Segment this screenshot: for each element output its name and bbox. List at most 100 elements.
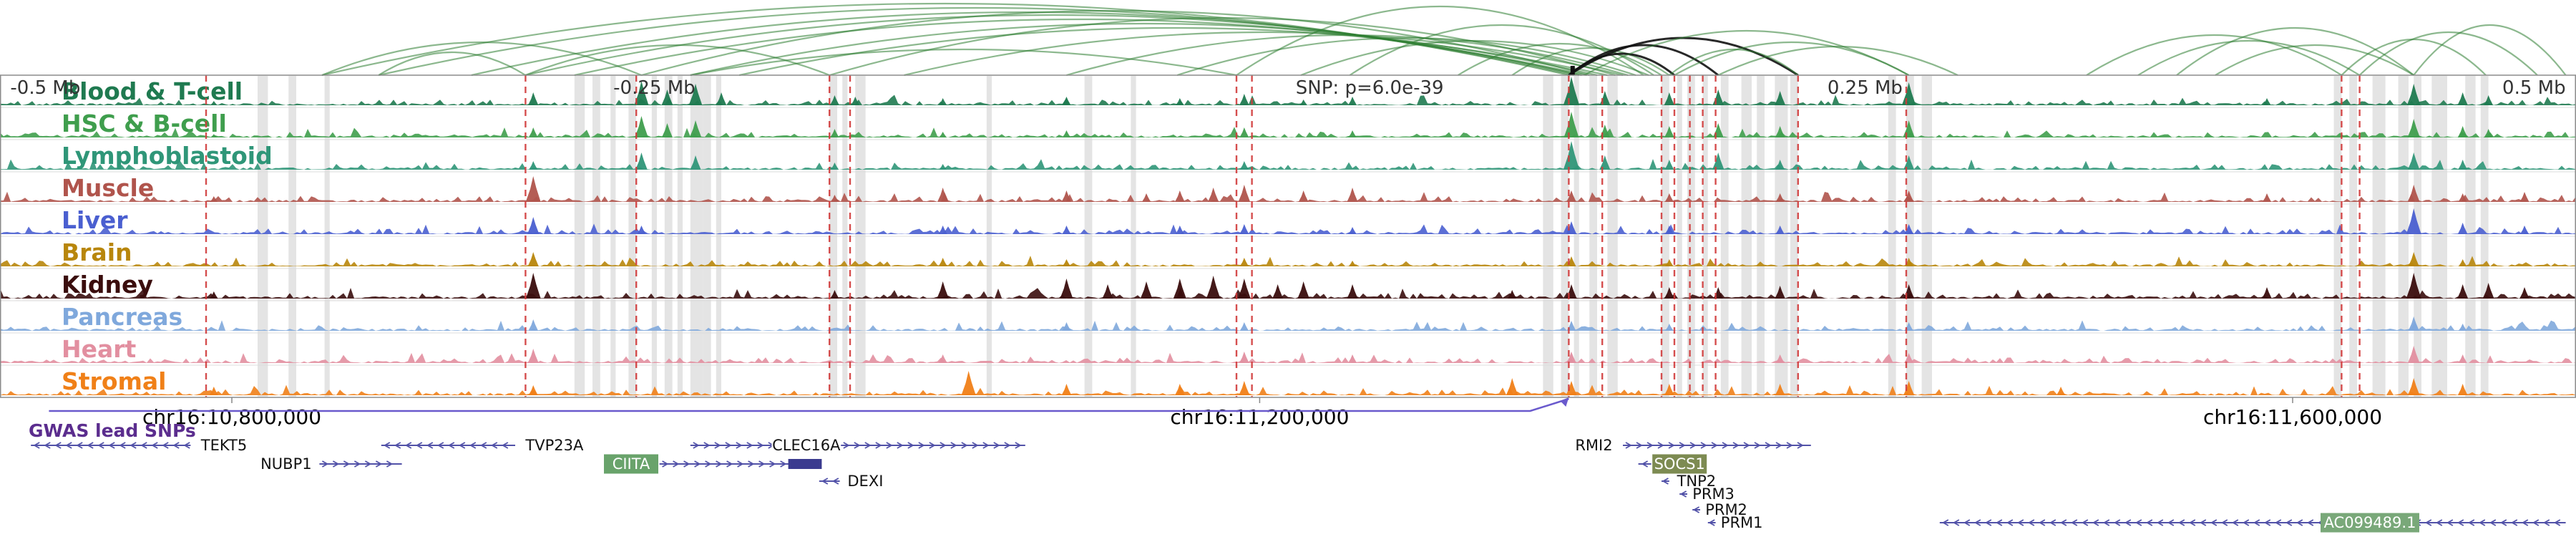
- track-signal-peak: [1566, 221, 1577, 234]
- interaction-arc: [690, 48, 1237, 77]
- track-signal-peak: [635, 116, 648, 137]
- gene-strand-chevron: [2156, 519, 2164, 526]
- track-signal-peak: [688, 84, 703, 105]
- track-signal-peak: [1566, 352, 1576, 363]
- track-signal-peak: [1208, 188, 1219, 202]
- track-signal-peak: [2406, 273, 2421, 299]
- interaction-arc: [525, 44, 830, 77]
- interaction-arc: [2341, 39, 2487, 76]
- gene-strand-chevron: [725, 442, 732, 449]
- track-signal-peak: [1239, 352, 1249, 363]
- track-signal-peak: [1775, 354, 1785, 363]
- track-signal-peak: [1775, 286, 1785, 299]
- gene-strand-chevron: [2446, 519, 2454, 526]
- gene-strand-chevron: [1689, 442, 1697, 449]
- track-signal-peak: [528, 385, 538, 395]
- track-signal-peak: [210, 101, 218, 105]
- gene-strand-chevron: [97, 442, 104, 449]
- gene-strand-chevron: [2167, 519, 2175, 526]
- gene-strand-chevron: [1657, 442, 1664, 449]
- track-signal-peak: [1060, 279, 1073, 299]
- gene-strand-chevron: [65, 442, 72, 449]
- track-signal-peak: [2458, 160, 2468, 170]
- gene-strand-chevron: [87, 442, 94, 449]
- gene-strand-chevron: [2006, 519, 2014, 526]
- track-signal-peak: [830, 129, 839, 137]
- track-signal-peak: [529, 161, 538, 170]
- track-signal-peak: [830, 290, 839, 299]
- gene-strand-chevron: [44, 442, 51, 449]
- gene-strand-chevron: [76, 442, 83, 449]
- gene-strand-chevron: [972, 442, 979, 449]
- gene-label: SOCS1: [1654, 455, 1705, 473]
- gene-strand-chevron: [1625, 442, 1632, 449]
- gene-strand-chevron: [1636, 442, 1643, 449]
- gene-label: PRM3: [1692, 485, 1735, 503]
- track-signal-peak: [1348, 227, 1357, 234]
- interaction-arc: [2215, 44, 2414, 76]
- track-signal-peak: [830, 163, 839, 170]
- gene-strand-chevron: [1952, 519, 1960, 526]
- track-signal-peak: [2458, 193, 2467, 202]
- ruler-label: 0.25 Mb: [1828, 77, 1903, 99]
- track-signal-peak: [1140, 281, 1153, 299]
- gene-strand-chevron: [821, 478, 829, 485]
- track-signal-peak: [1599, 155, 1611, 170]
- gene-strand-chevron: [386, 460, 394, 468]
- track-signal-peak: [2458, 324, 2467, 331]
- gene-strand-chevron: [2135, 519, 2142, 526]
- gene-strand-chevron: [875, 442, 882, 449]
- track-label: Liver: [62, 206, 128, 234]
- gene-label: DEXI: [847, 473, 883, 490]
- gene-strand-chevron: [1662, 478, 1669, 485]
- track-signal-peak: [2406, 84, 2421, 105]
- track-signal-peak: [1712, 153, 1724, 170]
- track-signal-peak: [1903, 190, 1914, 202]
- track-signal-peak: [1347, 354, 1357, 363]
- gene-label: NUBP1: [260, 455, 312, 473]
- track-label: Stromal: [62, 367, 166, 395]
- gene-strand-chevron: [2510, 519, 2518, 526]
- track-signal-peak: [2407, 185, 2420, 202]
- track-signal-peak: [937, 188, 949, 202]
- gene-strand-chevron: [2467, 519, 2475, 526]
- gene-strand-chevron: [321, 460, 329, 468]
- track-signal-peak: [1175, 226, 1184, 234]
- track-signal-peak: [2408, 316, 2419, 331]
- gene-strand-chevron: [726, 460, 733, 468]
- track-signal-noise: [0, 256, 2576, 266]
- gene-strand-chevron: [831, 478, 839, 485]
- track-signal-peak: [1239, 258, 1249, 266]
- gene-exon-block: [788, 459, 822, 469]
- gene-label: RMI2: [1575, 437, 1612, 454]
- gene-strand-chevron: [1015, 442, 1022, 449]
- track-signal-peak: [1508, 290, 1517, 299]
- gene-strand-chevron: [1775, 442, 1782, 449]
- track-signal-peak: [2484, 95, 2494, 105]
- gene-strand-chevron: [961, 442, 968, 449]
- track-signal-peak: [1664, 193, 1674, 202]
- interaction-arc: [738, 26, 1608, 77]
- gene-strand-chevron: [490, 442, 498, 449]
- gene-strand-chevron: [2199, 519, 2207, 526]
- interaction-arc: [1717, 46, 1958, 76]
- gene-strand-chevron: [2220, 519, 2228, 526]
- gene-strand-chevron: [2542, 519, 2550, 526]
- gene-label: AC099489.1: [2324, 514, 2416, 531]
- track-signal-peak: [1664, 384, 1674, 395]
- track-signal-peak: [1239, 322, 1249, 331]
- track-signal-peak: [1665, 324, 1674, 331]
- track-signal-peak: [528, 127, 538, 137]
- interaction-arc: [1236, 5, 1644, 76]
- track-signal-peak: [1347, 97, 1357, 105]
- track-signal-peak: [2457, 126, 2468, 137]
- track-signal-peak: [527, 92, 539, 105]
- gene-strand-chevron: [458, 442, 466, 449]
- gene-label: CLEC16A: [772, 437, 841, 454]
- track-signal-peak: [1298, 190, 1309, 202]
- track-signal-peak: [1904, 224, 1914, 234]
- track-signal-peak: [1903, 381, 1915, 395]
- track-signal-peak: [2262, 287, 2272, 299]
